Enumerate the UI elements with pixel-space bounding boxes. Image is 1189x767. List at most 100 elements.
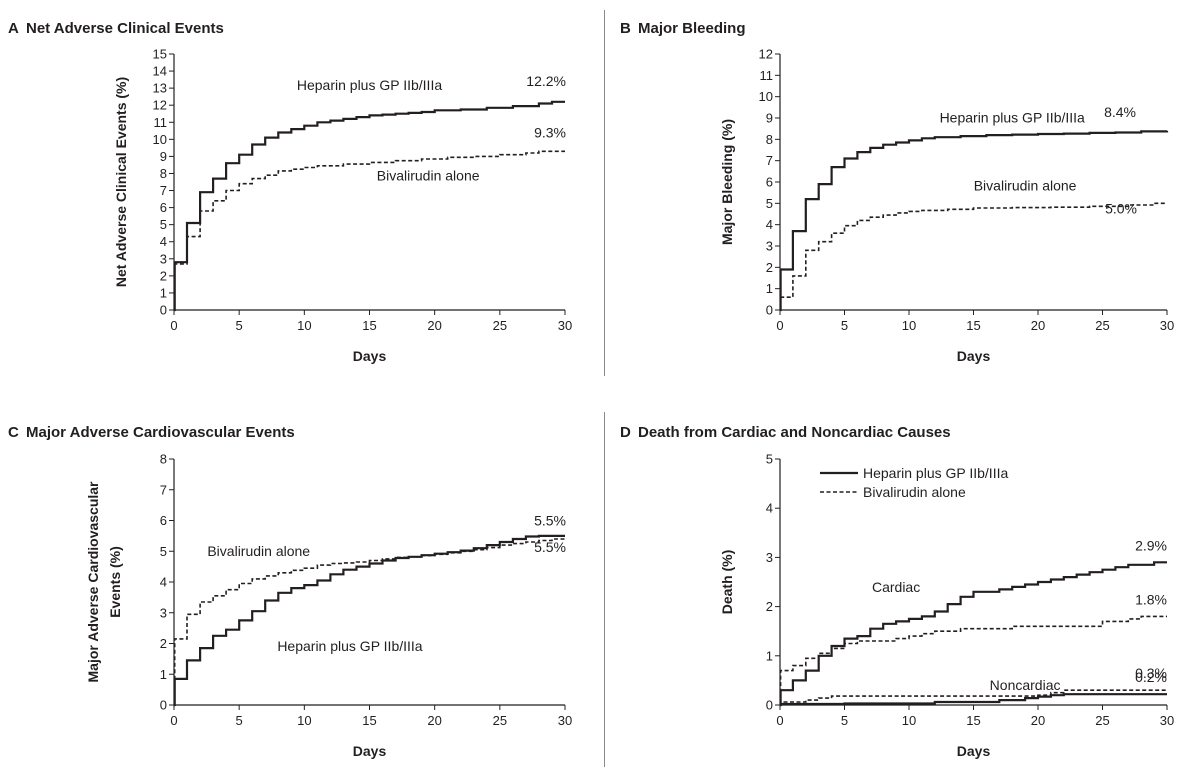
y-axis-label: Major Bleeding (%) — [719, 119, 735, 245]
end-value-label: 1.8% — [1135, 591, 1167, 607]
y-tick-label: 1 — [160, 285, 167, 300]
x-tick-label: 25 — [493, 318, 507, 333]
legend-label: Bivalirudin alone — [863, 484, 966, 500]
x-tick-label: 5 — [236, 318, 243, 333]
panel-title: Major Adverse Cardiovascular Events — [26, 424, 295, 441]
x-tick-label: 10 — [902, 318, 916, 333]
x-tick-label: 30 — [1160, 713, 1174, 728]
y-tick-label: 2 — [160, 268, 167, 283]
y-tick-label: 3 — [160, 605, 167, 620]
y-tick-label: 3 — [766, 239, 773, 254]
series-line-bivalirudin — [779, 615, 1167, 706]
x-tick-label: 20 — [1031, 318, 1045, 333]
x-tick-label: 25 — [493, 713, 507, 728]
x-tick-label: 20 — [427, 318, 441, 333]
y-tick-label: 9 — [766, 111, 773, 126]
series-line-bivalirudin — [779, 202, 1167, 311]
panel-c: C Major Adverse Cardiovascular Events 0 1 2 3… — [8, 424, 572, 759]
x-tick-label: 0 — [776, 318, 783, 333]
x-tick-label: 5 — [236, 713, 243, 728]
end-value-label: 5.5% — [534, 539, 566, 555]
group-label: Noncardiac — [990, 677, 1061, 693]
vertical-divider-top — [604, 10, 605, 376]
panel-a: A Net Adverse Clinical Events012345678910… — [8, 20, 572, 364]
series-name-label: Heparin plus GP IIb/IIIa — [940, 109, 1085, 125]
panel-title: Net Adverse Clinical Events — [26, 20, 224, 37]
panel-letter: C — [8, 424, 19, 441]
end-value-label: 0.2% — [1135, 669, 1167, 685]
series-line-heparin — [173, 534, 565, 707]
x-axis-label: Days — [957, 348, 991, 364]
y-tick-label: 6 — [766, 175, 773, 190]
y-tick-label: 14 — [153, 64, 167, 79]
y-tick-label: 2 — [160, 636, 167, 651]
y-tick-label: 12 — [153, 98, 167, 113]
x-tick-label: 10 — [297, 318, 311, 333]
panel-title: Death from Cardiac and Noncardiac Causes — [638, 424, 951, 441]
y-tick-label: 5 — [766, 196, 773, 211]
y-tick-label: 2 — [766, 260, 773, 275]
series-name-label: Heparin plus GP IIb/IIIa — [297, 77, 442, 93]
series-name-label: Bivalirudin alone — [974, 178, 1077, 194]
x-tick-label: 5 — [841, 713, 848, 728]
x-tick-label: 30 — [1160, 318, 1174, 333]
y-tick-label: 15 — [153, 47, 167, 62]
series-name-label: Bivalirudin alone — [377, 167, 480, 183]
end-value-label: 2.9% — [1135, 537, 1167, 553]
y-tick-label: 4 — [160, 234, 167, 249]
end-value-label: 5.0% — [1105, 200, 1137, 216]
series-line-heparin — [779, 130, 1169, 312]
x-tick-label: 30 — [558, 713, 572, 728]
series-line-bivalirudin — [173, 150, 565, 311]
y-tick-label: 10 — [153, 132, 167, 147]
panel-letter: D — [620, 424, 631, 441]
y-tick-label: 7 — [160, 482, 167, 497]
x-axis-label: Days — [353, 743, 387, 759]
y-tick-label: 0 — [160, 303, 167, 318]
y-tick-label: 10 — [759, 89, 773, 104]
x-tick-label: 10 — [902, 713, 916, 728]
panel-letter: A — [8, 20, 19, 37]
y-tick-label: 5 — [160, 544, 167, 559]
y-tick-label: 0 — [160, 698, 167, 713]
legend-label: Heparin plus GP IIb/IIIa — [863, 465, 1008, 481]
y-axis-label: Net Adverse Clinical Events (%) — [113, 77, 129, 287]
series-line-heparin — [779, 561, 1167, 707]
y-tick-label: 4 — [766, 501, 773, 516]
y-axis-label: Death (%) — [719, 550, 735, 615]
y-tick-label: 8 — [160, 452, 167, 467]
y-tick-label: 4 — [766, 217, 773, 232]
x-tick-label: 10 — [297, 713, 311, 728]
x-tick-label: 15 — [362, 318, 376, 333]
end-value-label: 8.4% — [1104, 104, 1136, 120]
y-tick-label: 9 — [160, 149, 167, 164]
end-value-label: 0.3% — [1135, 665, 1167, 681]
y-tick-label: 4 — [160, 575, 167, 590]
y-tick-label: 11 — [760, 68, 774, 83]
y-tick-label: 7 — [766, 153, 773, 168]
series-line-bivalirudin — [779, 689, 1167, 706]
y-tick-label: 1 — [766, 648, 773, 663]
vertical-divider-bottom — [604, 412, 605, 767]
y-tick-label: 11 — [154, 115, 168, 130]
series-line-heparin — [173, 100, 565, 312]
y-tick-label: 6 — [160, 513, 167, 528]
group-label: Cardiac — [872, 579, 920, 595]
x-tick-label: 15 — [966, 318, 980, 333]
end-value-label: 5.5% — [534, 512, 566, 528]
end-value-label: 9.3% — [534, 124, 566, 140]
y-axis-label: Major Adverse Cardiovascular — [85, 481, 101, 683]
x-tick-label: 30 — [558, 318, 572, 333]
y-tick-label: 5 — [766, 452, 773, 467]
x-axis-label: Days — [957, 743, 991, 759]
x-tick-label: 0 — [170, 318, 177, 333]
x-tick-label: 15 — [966, 713, 980, 728]
y-axis-label: Events (%) — [107, 546, 123, 618]
y-tick-label: 1 — [766, 281, 773, 296]
panel-letter: B — [620, 20, 631, 37]
y-tick-label: 6 — [160, 200, 167, 215]
y-tick-label: 13 — [153, 81, 167, 96]
x-tick-label: 15 — [362, 713, 376, 728]
